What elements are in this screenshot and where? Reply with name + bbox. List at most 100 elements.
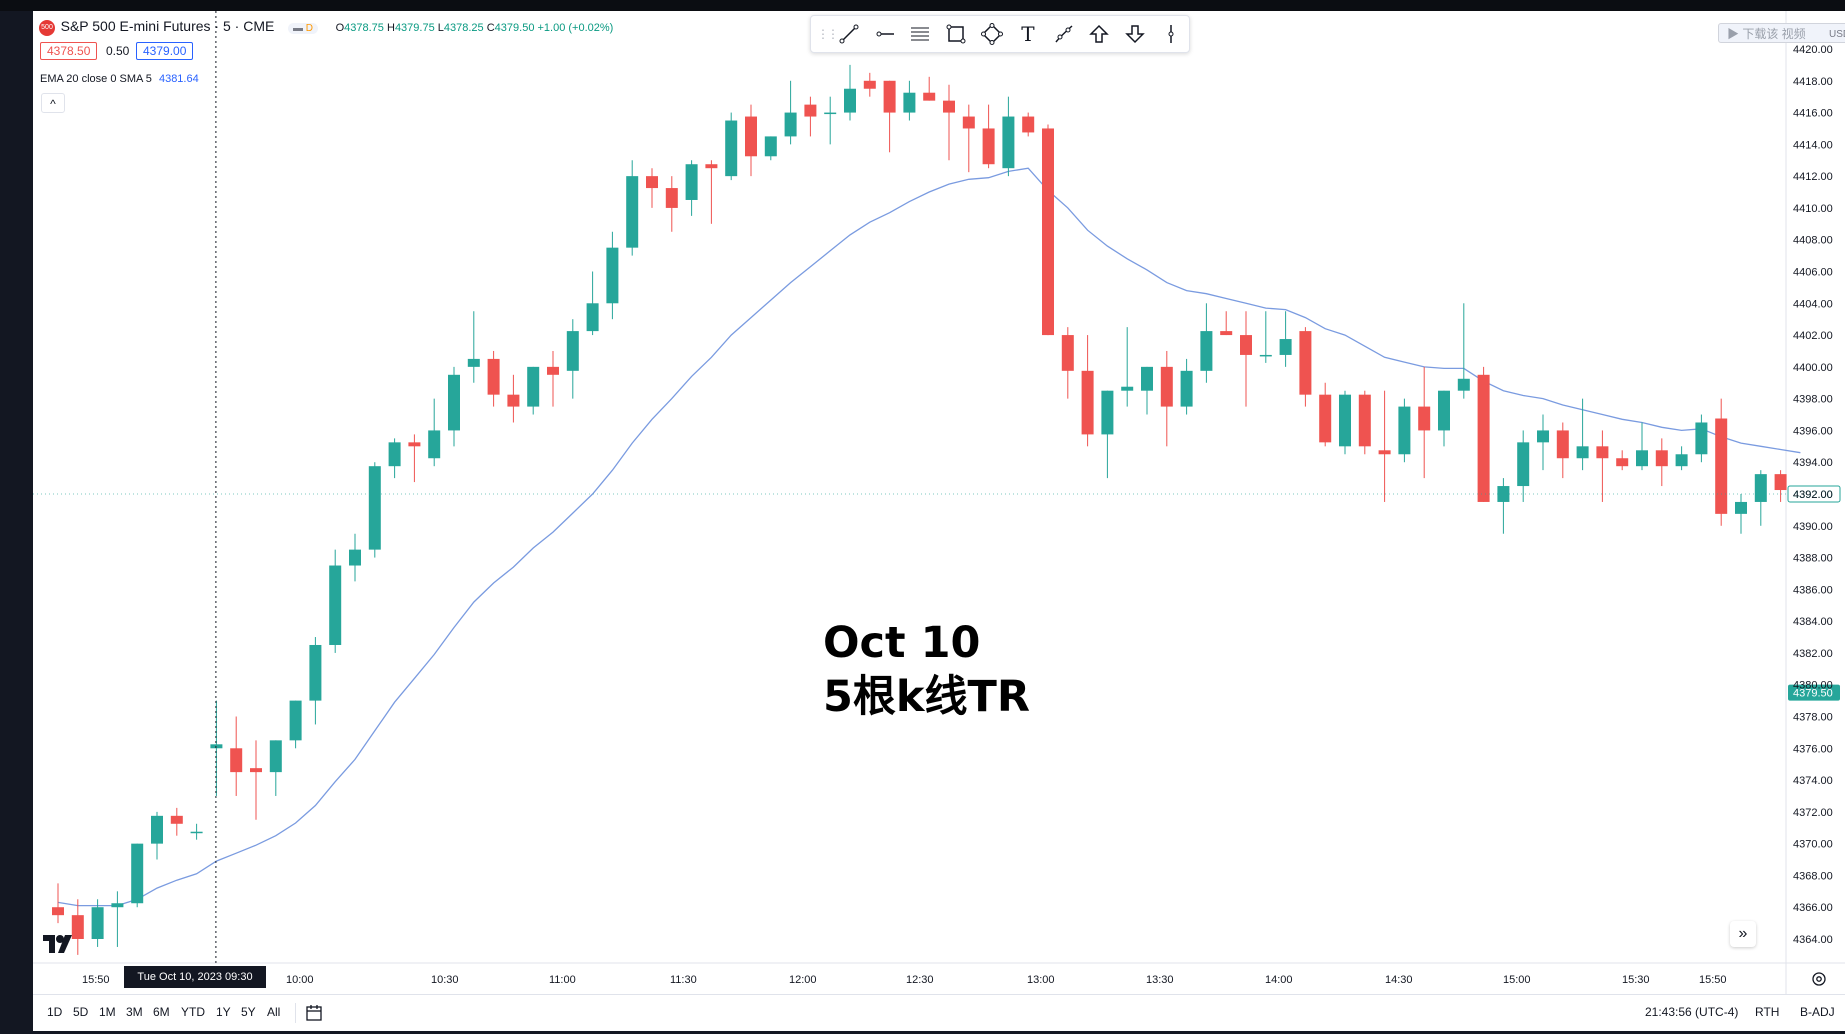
candle[interactable] — [586, 271, 599, 336]
candle[interactable] — [962, 104, 975, 173]
arrow-up-icon[interactable] — [1082, 19, 1118, 49]
candle[interactable] — [1081, 335, 1094, 447]
candle[interactable] — [250, 740, 262, 820]
candle[interactable] — [745, 104, 757, 177]
candle[interactable] — [1497, 478, 1510, 534]
candle[interactable] — [1457, 303, 1470, 399]
candle[interactable] — [309, 637, 322, 725]
candle[interactable] — [428, 398, 441, 467]
chart-annotation[interactable]: Oct 10 5根k线TR — [823, 616, 1030, 724]
candle[interactable] — [1655, 438, 1668, 487]
candle[interactable] — [1061, 327, 1074, 399]
candle[interactable] — [1378, 390, 1391, 502]
brush-icon[interactable] — [1046, 19, 1082, 49]
candle[interactable] — [1339, 390, 1351, 455]
candle[interactable] — [368, 462, 381, 558]
candle[interactable] — [547, 350, 559, 407]
candle[interactable] — [1101, 390, 1114, 479]
settings-icon[interactable] — [1809, 969, 1829, 989]
tradingview-logo-icon[interactable] — [41, 933, 73, 955]
candle[interactable] — [289, 700, 302, 749]
candle[interactable] — [1418, 366, 1431, 479]
candle[interactable] — [507, 374, 520, 423]
candle[interactable] — [764, 136, 777, 161]
candle[interactable] — [1695, 414, 1708, 463]
horizontal-ray-icon[interactable] — [867, 19, 903, 49]
candle[interactable] — [230, 716, 243, 796]
candle[interactable] — [1002, 96, 1015, 177]
candle[interactable] — [1774, 470, 1787, 502]
candle[interactable] — [1220, 311, 1233, 336]
parallel-channel-icon[interactable] — [903, 19, 939, 49]
range-ytd[interactable]: YTD — [181, 1005, 205, 1019]
candle[interactable] — [725, 112, 738, 181]
candle[interactable] — [467, 311, 480, 383]
range-5y[interactable]: 5Y — [241, 1005, 256, 1019]
range-3m[interactable]: 3M — [126, 1005, 143, 1019]
range-5d[interactable]: 5D — [73, 1005, 89, 1019]
adjust-toggle[interactable]: B-ADJ — [1800, 1005, 1835, 1019]
candle[interactable] — [1299, 327, 1312, 407]
candle[interactable] — [1735, 494, 1747, 534]
scroll-right-icon[interactable]: » — [1730, 921, 1756, 947]
candle[interactable] — [388, 438, 401, 479]
chart-canvas[interactable]: 4392.00 4379.50 4420.00 4418.00 4416.00 4414… — [33, 11, 1845, 994]
candle[interactable] — [646, 168, 658, 208]
candle[interactable] — [1616, 450, 1629, 471]
candle[interactable] — [1180, 358, 1193, 415]
candle[interactable] — [527, 366, 540, 415]
range-1y[interactable]: 1Y — [216, 1005, 231, 1019]
candle[interactable] — [448, 366, 460, 447]
arrow-down-icon[interactable] — [1117, 19, 1153, 49]
candle[interactable] — [111, 891, 124, 947]
candle[interactable] — [408, 434, 421, 483]
candle[interactable] — [1636, 422, 1648, 471]
ask-price[interactable]: 4379.00 — [136, 42, 194, 60]
candle[interactable] — [1042, 124, 1054, 336]
candle[interactable] — [606, 231, 619, 320]
candle[interactable] — [1675, 446, 1688, 471]
ema-20-line[interactable] — [57, 167, 1801, 907]
candle[interactable] — [566, 319, 579, 399]
vertical-line-icon[interactable] — [1153, 19, 1189, 49]
candle[interactable] — [151, 811, 163, 860]
candle[interactable] — [903, 80, 916, 121]
candle[interactable] — [1141, 366, 1153, 415]
candle[interactable] — [1259, 311, 1272, 363]
rectangle-icon[interactable] — [938, 19, 974, 49]
candle[interactable] — [52, 883, 64, 924]
candle[interactable] — [1279, 311, 1292, 367]
candle[interactable] — [824, 96, 837, 145]
candle[interactable] — [1576, 398, 1589, 471]
range-1d[interactable]: 1D — [47, 1005, 63, 1019]
candle[interactable] — [487, 350, 500, 407]
candle[interactable] — [665, 176, 678, 232]
candle[interactable] — [943, 84, 955, 161]
candle[interactable] — [1160, 350, 1173, 447]
candle[interactable] — [1537, 414, 1549, 471]
calendar-icon[interactable] — [304, 1003, 324, 1023]
candle[interactable] — [269, 740, 282, 796]
candle[interactable] — [1596, 430, 1609, 502]
candle[interactable] — [784, 80, 797, 145]
candle[interactable] — [1319, 382, 1332, 447]
collapse-legend-button[interactable]: ^ — [41, 93, 65, 113]
symbol-badge[interactable]: 500 — [39, 19, 55, 36]
current-price-box[interactable] — [1787, 485, 1841, 503]
range-all[interactable]: All — [267, 1005, 281, 1019]
candle[interactable] — [982, 104, 995, 169]
candle[interactable] — [1200, 303, 1213, 383]
candle[interactable] — [1556, 422, 1569, 479]
trend-line-icon[interactable] — [831, 19, 867, 49]
symbol-title[interactable]: S&P 500 E-mini Futures · 5 · CME — [60, 18, 275, 34]
clock-readout[interactable]: 21:43:56 (UTC-4) — [1645, 1005, 1739, 1019]
candle[interactable] — [190, 823, 203, 840]
candle[interactable] — [1517, 430, 1530, 502]
candle[interactable] — [705, 160, 718, 224]
status-badge[interactable]: ▬ D — [287, 23, 318, 34]
candle[interactable] — [349, 533, 361, 582]
candle[interactable] — [1438, 390, 1450, 447]
candle[interactable] — [1358, 390, 1371, 455]
range-6m[interactable]: 6M — [153, 1005, 170, 1019]
text-icon[interactable]: T — [1021, 22, 1035, 46]
